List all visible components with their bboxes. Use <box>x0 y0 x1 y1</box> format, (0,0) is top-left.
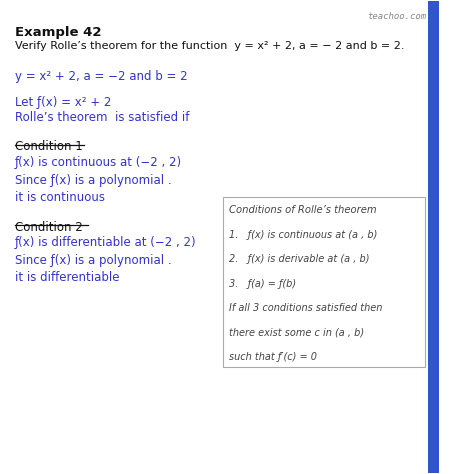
Bar <box>428 1 439 473</box>
Text: If all 3 conditions satisfied then: If all 3 conditions satisfied then <box>229 303 383 313</box>
Text: Since ƒ(x) is a polynomial .: Since ƒ(x) is a polynomial . <box>15 174 171 187</box>
Text: teachoo.com: teachoo.com <box>367 12 426 21</box>
FancyBboxPatch shape <box>223 197 426 366</box>
Text: Rolle’s theorem  is satisfied if: Rolle’s theorem is satisfied if <box>15 111 189 124</box>
Text: 2.   ƒ(x) is derivable at (a , b): 2. ƒ(x) is derivable at (a , b) <box>229 255 370 264</box>
Text: ƒ(x) is differentiable at (−2 , 2): ƒ(x) is differentiable at (−2 , 2) <box>15 236 196 248</box>
Text: Condition 1: Condition 1 <box>15 140 82 154</box>
Text: Let ƒ(x) = x² + 2: Let ƒ(x) = x² + 2 <box>15 96 111 109</box>
Text: 1.   ƒ(x) is continuous at (a , b): 1. ƒ(x) is continuous at (a , b) <box>229 230 378 240</box>
Text: Since ƒ(x) is a polynomial .: Since ƒ(x) is a polynomial . <box>15 254 171 267</box>
Text: such that ƒ′(c) = 0: such that ƒ′(c) = 0 <box>229 353 317 363</box>
Text: Example 42: Example 42 <box>15 26 101 39</box>
Text: Condition 2: Condition 2 <box>15 220 82 234</box>
Text: it is differentiable: it is differentiable <box>15 271 119 284</box>
Text: ƒ(x) is continuous at (−2 , 2): ƒ(x) is continuous at (−2 , 2) <box>15 156 182 169</box>
Text: Conditions of Rolle’s theorem: Conditions of Rolle’s theorem <box>229 205 377 215</box>
Text: Verify Rolle’s theorem for the function  y = x² + 2, a = − 2 and b = 2.: Verify Rolle’s theorem for the function … <box>15 41 404 51</box>
Text: y = x² + 2, a = −2 and b = 2: y = x² + 2, a = −2 and b = 2 <box>15 70 187 83</box>
Text: 3.   ƒ(a) = ƒ(b): 3. ƒ(a) = ƒ(b) <box>229 279 296 289</box>
Text: there exist some c in (a , b): there exist some c in (a , b) <box>229 328 365 338</box>
Text: it is continuous: it is continuous <box>15 191 105 204</box>
